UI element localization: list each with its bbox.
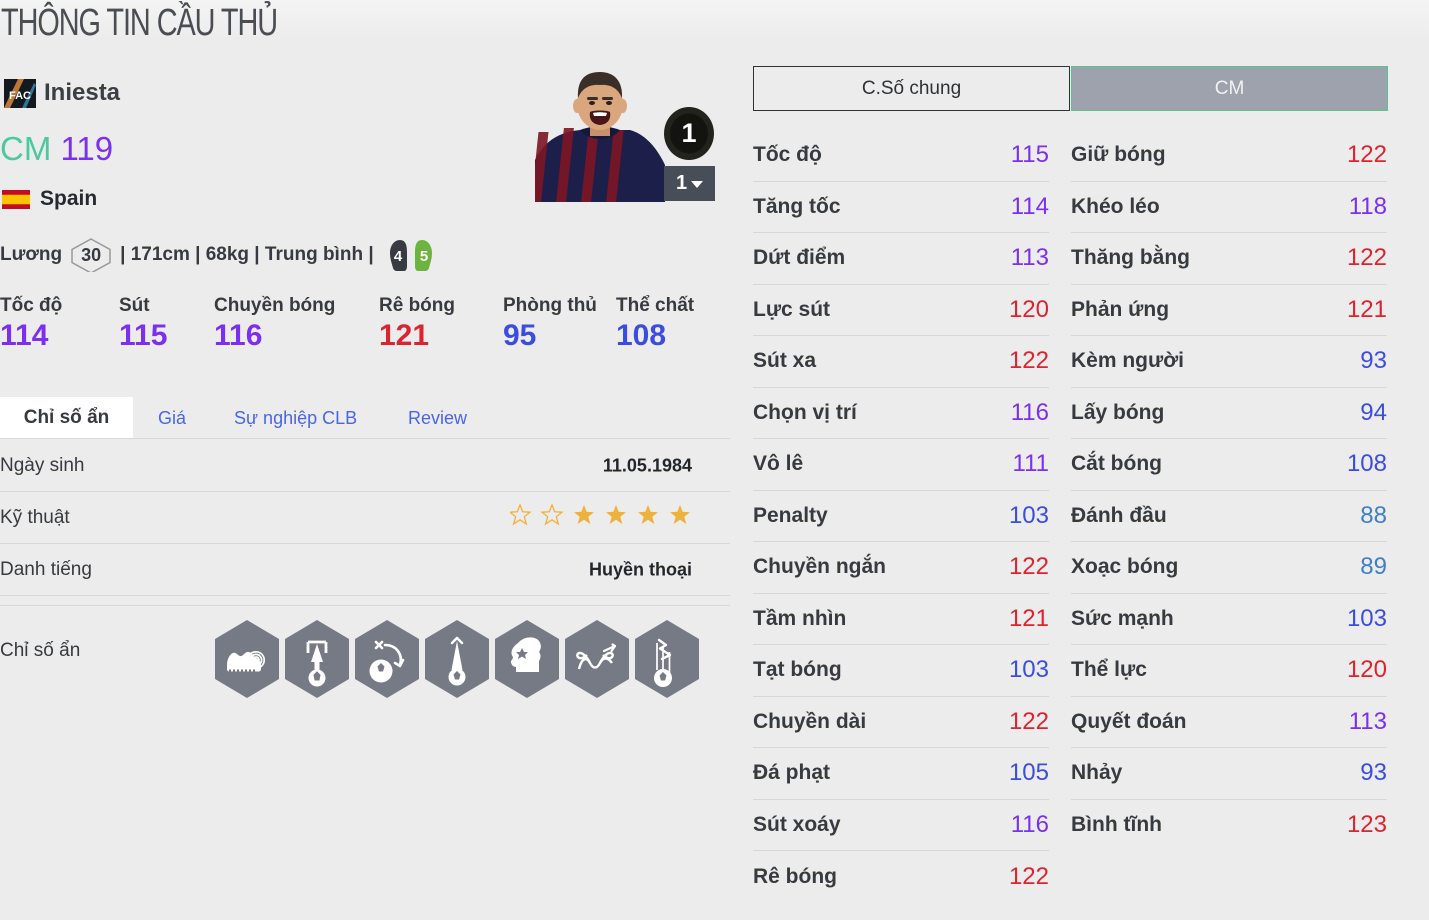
svg-text:4: 4: [393, 248, 402, 265]
svg-text:5: 5: [419, 248, 427, 265]
svg-text:1: 1: [681, 118, 696, 148]
svg-text:FAC: FAC: [9, 90, 31, 102]
